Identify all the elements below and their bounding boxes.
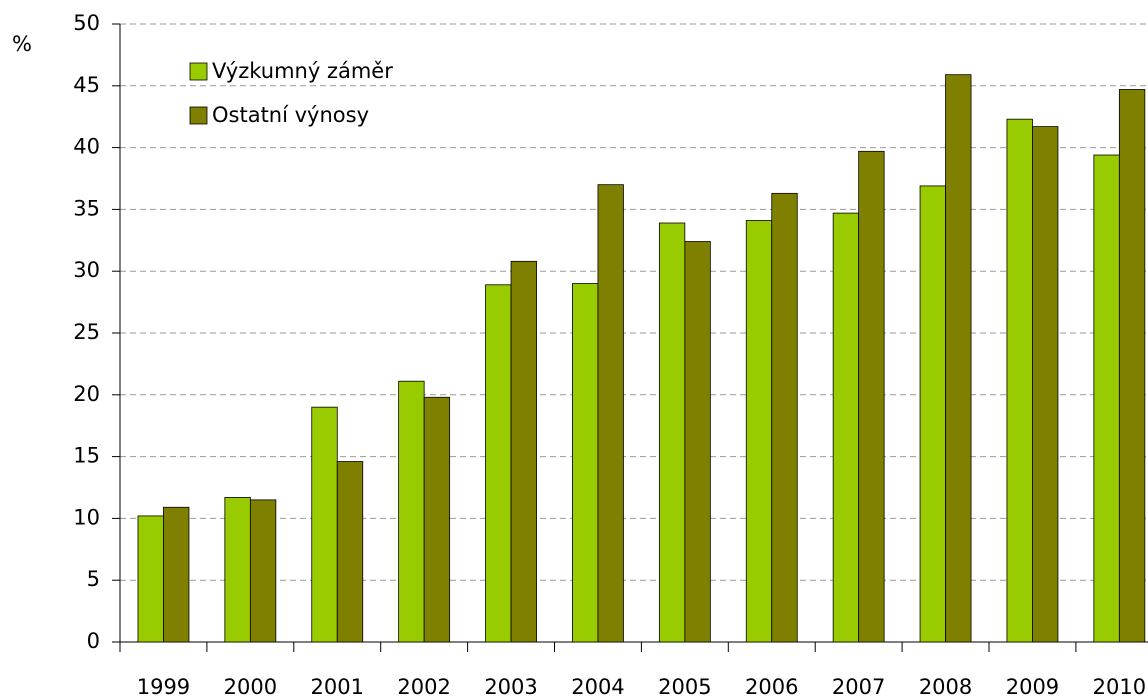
bar bbox=[423, 396, 451, 643]
bar bbox=[945, 74, 972, 643]
x-tick-label: 2009 bbox=[1006, 675, 1059, 699]
bar bbox=[398, 380, 425, 643]
y-tick-label: 0 bbox=[87, 629, 100, 653]
y-tick-label: 10 bbox=[73, 505, 100, 529]
x-tick-label: 2010 bbox=[1093, 675, 1146, 699]
x-tick-label: 2000 bbox=[224, 675, 277, 699]
bar bbox=[771, 192, 798, 643]
bar bbox=[137, 515, 164, 643]
y-tick-label: 50 bbox=[73, 11, 100, 35]
y-axis-label: % bbox=[12, 32, 32, 56]
bar bbox=[224, 496, 251, 643]
bar bbox=[832, 212, 860, 643]
x-tick-label: 2004 bbox=[571, 675, 624, 699]
bar bbox=[163, 506, 190, 643]
bar bbox=[1032, 126, 1059, 643]
y-tick-label: 15 bbox=[73, 444, 100, 468]
bar bbox=[1006, 118, 1033, 643]
x-tick-label: 2003 bbox=[484, 675, 537, 699]
y-tick-label: 45 bbox=[73, 73, 100, 97]
bar bbox=[919, 185, 946, 643]
y-tick-label: 25 bbox=[73, 320, 100, 344]
x-tick-label: 2006 bbox=[745, 675, 798, 699]
bar bbox=[510, 260, 537, 643]
bar bbox=[597, 184, 624, 643]
bar bbox=[1093, 154, 1120, 643]
y-tick-label: 40 bbox=[73, 135, 100, 159]
x-tick-label: 2001 bbox=[311, 675, 364, 699]
legend-label: Výzkumný záměr bbox=[212, 59, 393, 83]
bar bbox=[1118, 89, 1146, 643]
y-tick-label: 5 bbox=[87, 567, 100, 591]
bar bbox=[336, 461, 364, 643]
bar bbox=[745, 220, 773, 643]
x-tick-label: 2008 bbox=[919, 675, 972, 699]
legend-swatch bbox=[189, 106, 208, 125]
bar bbox=[658, 222, 686, 643]
y-tick-label: 20 bbox=[73, 382, 100, 406]
x-tick-label: 2002 bbox=[397, 675, 450, 699]
x-tick-label: 2007 bbox=[832, 675, 885, 699]
x-tick-label: 1999 bbox=[137, 675, 190, 699]
bar bbox=[249, 499, 277, 643]
y-tick-label: 35 bbox=[73, 196, 100, 220]
x-tick-label: 2005 bbox=[658, 675, 711, 699]
bar bbox=[684, 241, 711, 643]
bar bbox=[572, 283, 599, 643]
bar bbox=[311, 406, 338, 643]
legend-swatch bbox=[189, 62, 208, 81]
bar bbox=[485, 284, 512, 643]
bar bbox=[858, 150, 885, 643]
y-tick-label: 30 bbox=[73, 258, 100, 282]
legend-label: Ostatní výnosy bbox=[212, 103, 369, 127]
